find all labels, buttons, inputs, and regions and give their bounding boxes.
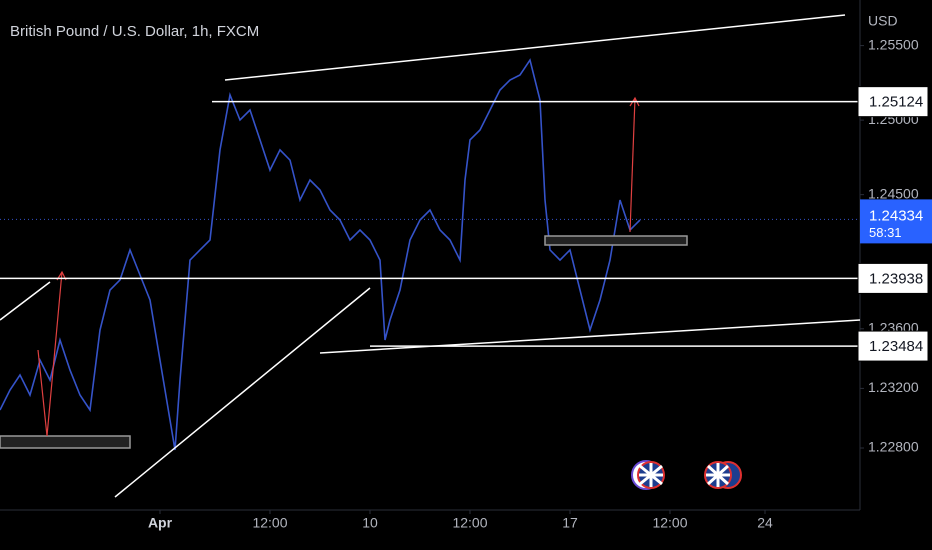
countdown-label: 58:31 [869,225,902,240]
x-tick-label: Apr [148,515,173,531]
last-price-box [860,199,932,244]
level-label-box [857,86,929,118]
trend-line [114,287,371,498]
y-tick-label: 1.22800 [868,439,919,455]
zone-box [0,435,131,449]
arrow-head [56,270,67,281]
price-line [0,58,641,451]
plot-area [0,58,860,451]
drawings [0,14,861,498]
event-flags [631,460,742,490]
level-label-box [857,262,929,294]
y-tick-label: 1.23200 [868,379,919,395]
arrow [629,97,636,233]
chart-title: British Pound / U.S. Dollar, 1h, FXCM [10,23,259,40]
x-tick-label: 24 [757,515,773,531]
flag-cross [639,463,663,487]
x-tick-label: 17 [562,515,578,531]
level-label: 1.23938 [869,270,923,287]
y-tick-label: 1.24500 [868,185,919,201]
trend-line [224,14,846,81]
x-tick-label: 12:00 [252,515,287,531]
level-label: 1.23484 [869,338,923,355]
x-tick-label: 10 [362,515,378,531]
last-price-label: 1.24334 [869,207,923,224]
currency-label: USD [868,13,898,29]
trend-line [319,319,861,354]
flag-cross [706,463,730,487]
y-tick-label: 1.25500 [868,36,919,52]
trend-line [0,281,51,321]
arrows [37,96,640,437]
x-tick-label: 12:00 [652,515,687,531]
level-label: 1.25124 [869,94,923,111]
arrow [37,271,63,437]
x-tick-label: 12:00 [452,515,487,531]
level-label-box [857,330,929,362]
arrow-head [629,96,640,107]
zone-box [544,235,688,246]
